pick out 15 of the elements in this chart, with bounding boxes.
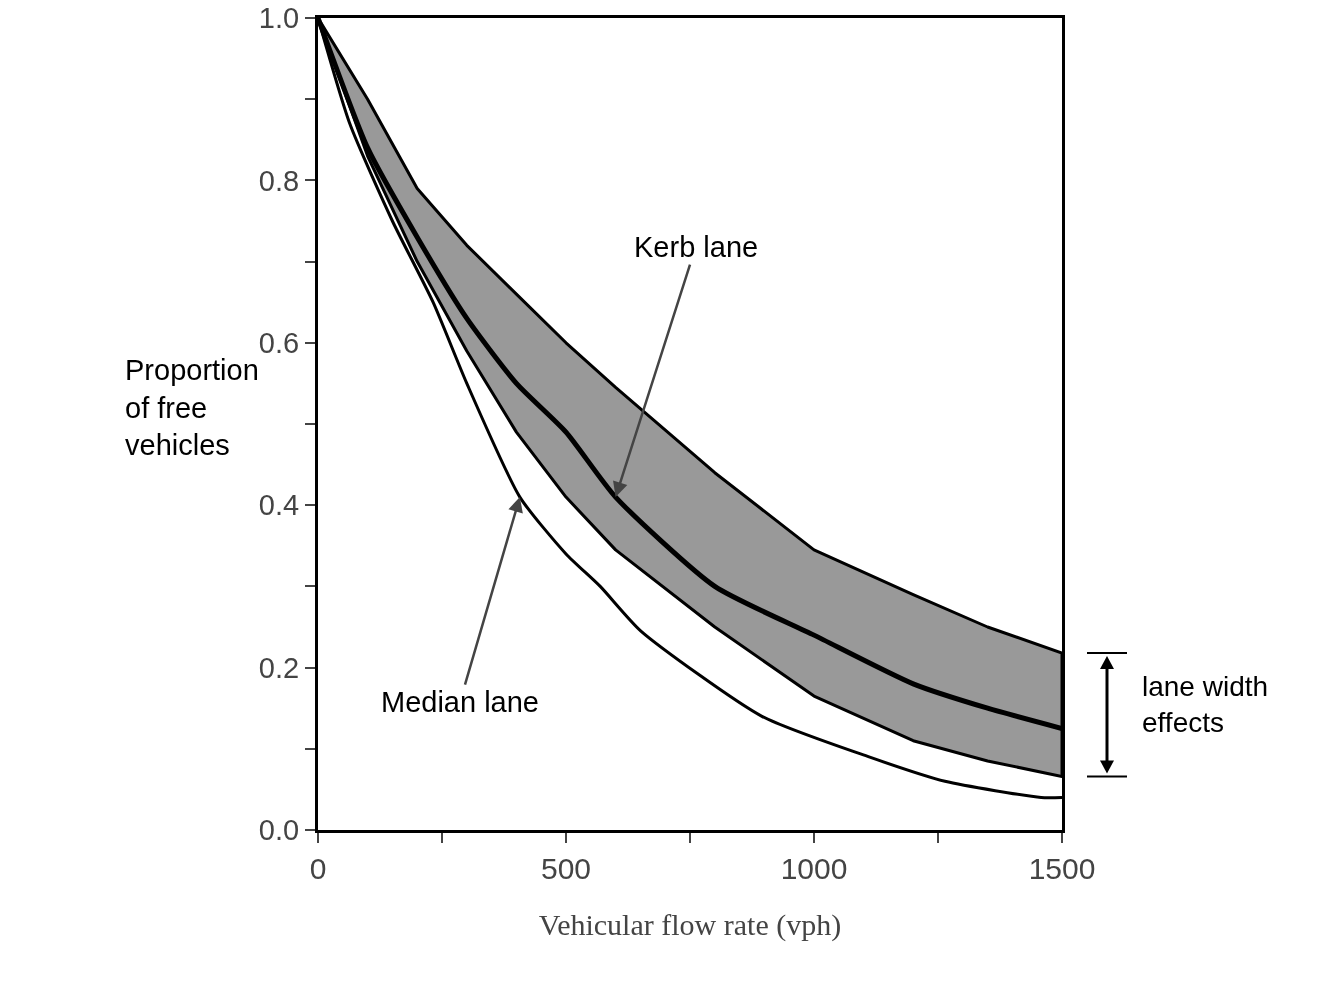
y-tick-label: 0.6	[258, 326, 300, 359]
x-tick-label: 0	[309, 852, 327, 885]
y-tick-label: 1.0	[258, 2, 300, 35]
annotation: Kerb lane	[634, 231, 759, 263]
text: 0.0	[258, 814, 300, 847]
x-tick-label: 500	[540, 852, 592, 885]
x-tick-label: 1500	[1028, 852, 1096, 885]
y-tick-label: 0.4	[258, 489, 300, 522]
x-axis-title: Vehicular flow rate (vph)	[538, 907, 842, 942]
x-tick-label: 1000	[780, 852, 848, 885]
y-tick-label: 0.8	[258, 164, 300, 197]
annotation: Median lane	[381, 686, 539, 718]
y-axis-title: Proportion of free vehicles	[125, 354, 259, 462]
text: lane width effects	[1142, 671, 1269, 739]
y-tick-label: 0.2	[258, 651, 300, 684]
